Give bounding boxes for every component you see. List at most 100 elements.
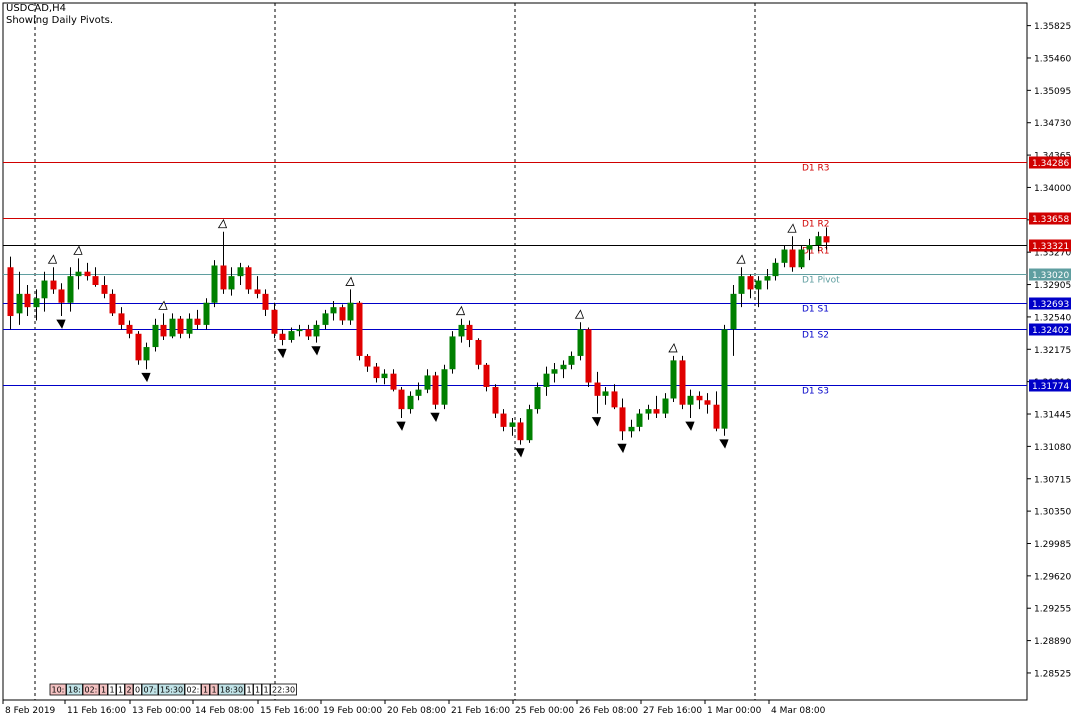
bearish-candle (101, 276, 108, 299)
bearish-candle (271, 302, 278, 339)
candle-body (500, 413, 507, 427)
session-box-label: 1 (101, 686, 106, 695)
session-box-label: 1 (110, 686, 115, 695)
price-tag-text: 1.32693 (1032, 300, 1069, 310)
x-tick-label: 13 Feb 00:00 (132, 706, 191, 716)
candle-body (602, 391, 609, 396)
session-box-label: 02: (187, 686, 200, 695)
bullish-candle (33, 289, 40, 321)
x-tick-label: 19 Feb 00:00 (323, 706, 382, 716)
candle-body (764, 276, 771, 281)
bullish-candle (568, 351, 575, 370)
bullish-candle (738, 267, 745, 308)
bearish-candle (373, 363, 380, 383)
bearish-candle (7, 256, 14, 330)
fractal-up-marker (787, 223, 797, 233)
candle-body (109, 293, 116, 314)
session-time-box: 18:30 (218, 683, 245, 696)
candle-body (271, 309, 278, 334)
session-time-box: 15:30 (158, 683, 185, 696)
x-tick-label: 11 Feb 16:00 (67, 706, 126, 716)
bearish-candle (50, 267, 57, 294)
session-box-frame (158, 683, 185, 696)
bullish-candle (687, 389, 694, 419)
bullish-candle (560, 360, 567, 379)
candle-body (713, 404, 720, 429)
candle-body (679, 360, 686, 405)
pivot-level-label: D1 S3 (802, 387, 829, 397)
candle-body (118, 313, 125, 325)
candle-body (585, 329, 592, 383)
bullish-candle (186, 313, 193, 339)
session-time-box: 10: (49, 683, 67, 696)
candle-body (356, 302, 363, 356)
session-box-frame (253, 683, 262, 696)
session-box-label: 0 (135, 686, 140, 695)
x-tick-label: 21 Feb 16:00 (451, 706, 510, 716)
candle-body (730, 293, 737, 330)
pivot-level-label: D1 R3 (802, 164, 830, 174)
fractal-down-marker (617, 443, 627, 454)
bearish-candle (500, 409, 507, 432)
bullish-candle (296, 324, 303, 337)
candle-body (203, 302, 210, 325)
candle-body (594, 382, 601, 396)
bullish-candle (347, 289, 354, 325)
bullish-candle (67, 267, 74, 312)
candle-body (781, 249, 788, 263)
bullish-candle (602, 386, 609, 405)
candle-body (75, 271, 82, 277)
session-time-box: 07: (141, 683, 159, 696)
bearish-candle (466, 320, 473, 348)
bearish-candle (118, 307, 125, 330)
price-tag-text: 1.33321 (1032, 242, 1069, 252)
fractal-up-marker (47, 254, 58, 264)
bearish-candle (245, 265, 252, 294)
price-tag-box (1029, 323, 1071, 336)
candle-body (628, 426, 635, 432)
chart-symbol-title: USDCAD,H4 (6, 3, 66, 14)
bearish-candle (789, 236, 796, 272)
candle-body (475, 339, 482, 365)
candle-body (806, 245, 813, 250)
candle-body (696, 395, 703, 401)
bullish-candle (636, 409, 643, 432)
candle-body (670, 360, 677, 399)
pivot-price-tag: 1.32693 (1029, 297, 1071, 310)
bullish-candle (169, 313, 176, 339)
bullish-candle (16, 271, 23, 325)
bullish-candle (313, 320, 320, 343)
fractal-up-marker (73, 245, 83, 255)
bullish-candle (815, 231, 822, 252)
candle-body (305, 329, 312, 337)
y-tick-label: 1.33270 (1034, 249, 1071, 259)
candle-body (772, 262, 779, 277)
candle-body (313, 324, 320, 337)
candle-body (466, 324, 473, 340)
bullish-candle (381, 369, 388, 385)
session-box-frame (107, 683, 117, 696)
fractal-up-marker (574, 309, 585, 319)
pivot-level-label: D1 R1 (802, 247, 830, 257)
bearish-candle (611, 384, 618, 410)
fractal-up-marker (668, 343, 678, 353)
session-box-frame (116, 683, 125, 696)
candle-body (126, 324, 133, 334)
candle-body (492, 386, 499, 414)
bearish-candle (747, 274, 754, 299)
session-time-box: 1 (116, 683, 125, 696)
candle-body (747, 276, 754, 290)
price-tag-box (1029, 379, 1071, 392)
bullish-candle (551, 363, 558, 383)
candle-body (322, 313, 329, 325)
candle-body (823, 236, 830, 243)
session-box-frame (141, 683, 159, 696)
bullish-candle (322, 309, 329, 330)
candle-body (7, 267, 14, 317)
candle-body (517, 422, 524, 441)
session-time-box: 0 (133, 683, 142, 696)
bearish-candle (704, 393, 711, 414)
y-tick-label: 1.29255 (1034, 605, 1071, 615)
candle-body (560, 364, 567, 370)
